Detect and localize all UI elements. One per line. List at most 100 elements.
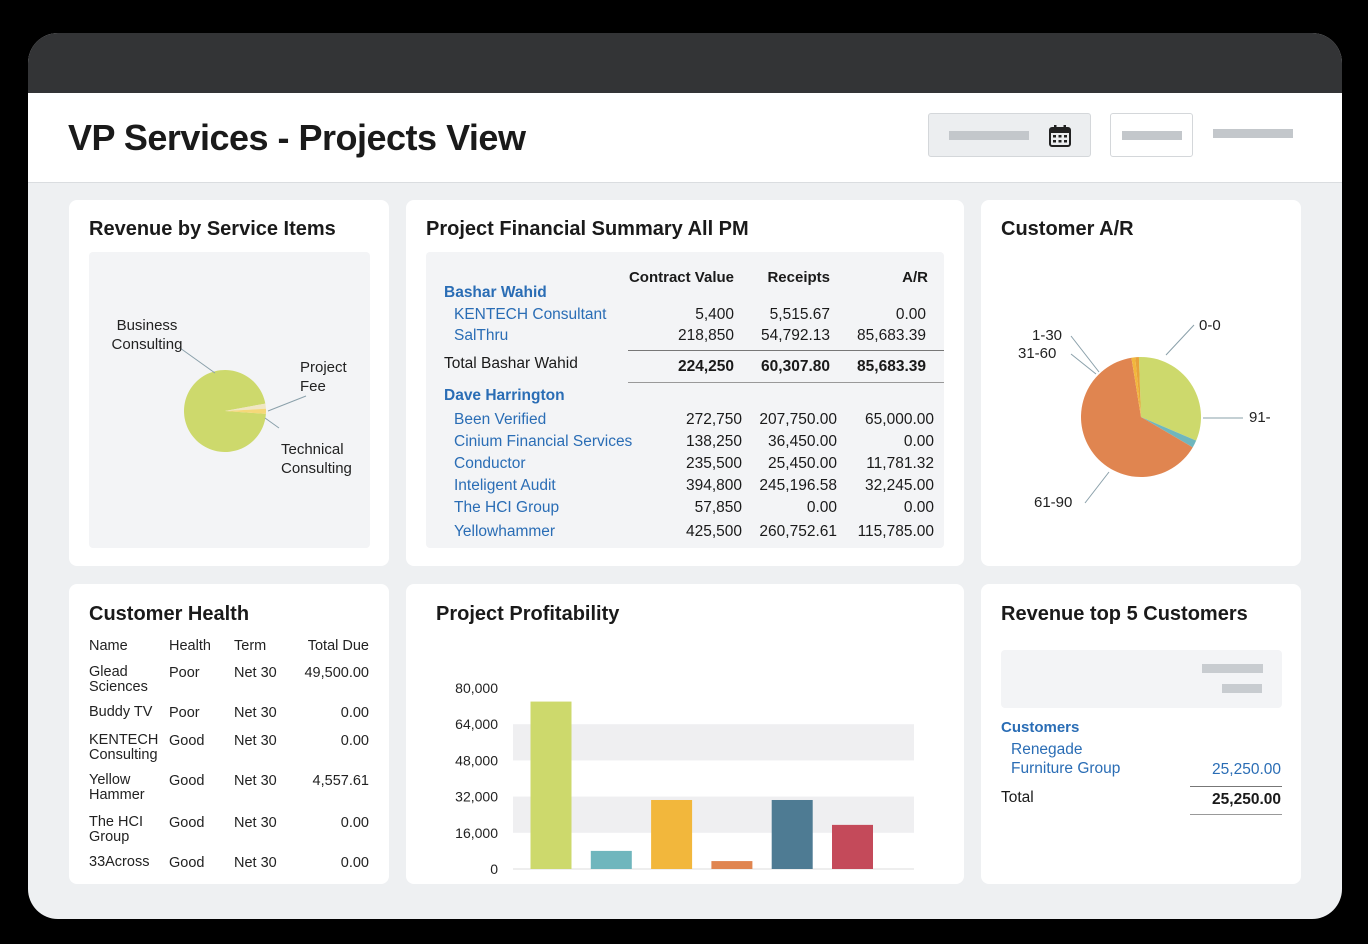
health-cell-term: Net 30 (234, 855, 277, 871)
contract-value: 235,500 (685, 455, 742, 472)
health-cell-health: Good (169, 855, 205, 871)
customer-ar-card: Customer A/R 0-0 1-30 31-60 61-90 91- (981, 200, 1301, 566)
pie-slice-0-0[interactable] (1138, 357, 1201, 441)
pie-slice-project-fee[interactable] (225, 403, 266, 411)
project-link[interactable]: Been Verified (454, 411, 547, 428)
health-cell-due: 0.00 (340, 815, 369, 831)
health-cell-due: 49,500.00 (304, 665, 369, 681)
pie-slice-1-30[interactable] (1135, 357, 1141, 417)
project-link[interactable]: Cinium Financial Services (454, 433, 633, 450)
receipts-value: 245,196.58 (759, 477, 837, 494)
contract-value: 272,750 (685, 411, 742, 428)
ar-value: 0.00 (903, 499, 934, 516)
health-cell-health: Poor (169, 705, 200, 721)
total-value: 25,250.00 (1212, 791, 1281, 808)
col-contract-value: Contract Value (628, 269, 734, 286)
bar-a[interactable] (530, 701, 572, 869)
contract-value: 57,850 (694, 499, 742, 516)
receipts-value: 207,750.00 (759, 411, 837, 428)
health-cell-term: Net 30 (234, 733, 277, 749)
label-31-60: 31-60 (1018, 345, 1057, 362)
bar-f[interactable] (832, 824, 873, 869)
col-health: Health (169, 638, 211, 654)
card-title: Customer A/R (1001, 218, 1134, 240)
health-cell-name: Yellow Hammer (89, 772, 145, 803)
customer-link[interactable]: Renegade Furniture Group (1011, 740, 1120, 778)
project-link[interactable]: Inteligent Audit (454, 477, 556, 494)
bar-b[interactable] (590, 850, 632, 869)
ar-value: 11,781.32 (866, 455, 934, 472)
bar-d[interactable] (711, 861, 753, 869)
placeholder-bar (1222, 684, 1262, 693)
health-cell-due: 0.00 (340, 855, 369, 871)
label-1-30: 1-30 (1032, 327, 1063, 344)
x-tick-label: E (788, 883, 797, 884)
project-link[interactable]: SalThru (454, 327, 509, 344)
total-contract: 224,250 (677, 358, 734, 375)
contract-value: 425,500 (685, 523, 742, 540)
card-title: Project Financial Summary All PM (426, 218, 749, 240)
contract-value: 138,250 (685, 433, 742, 450)
health-cell-name: Buddy TV (89, 704, 153, 720)
contract-value: 394,800 (685, 477, 742, 494)
customer-health-card: Customer Health Name Health Term Total D… (69, 584, 389, 884)
bar-e[interactable] (771, 799, 813, 869)
health-cell-name: 33Across (89, 854, 150, 870)
label-project-fee: Project Fee (300, 359, 347, 395)
contract-value: 5,400 (695, 306, 734, 323)
calendar-icon[interactable] (1047, 123, 1073, 149)
customer-name-line2: Furniture Group (1011, 760, 1121, 777)
ar-pie-chart (1070, 324, 1243, 504)
project-link[interactable]: KENTECH Consultant (454, 306, 607, 323)
health-cell-term: Net 30 (234, 773, 277, 789)
x-tick-label: C (667, 883, 677, 884)
app-window: VP Services - Projects View Revenue by S… (28, 33, 1342, 919)
y-tick-label: 0 (490, 861, 498, 877)
customer-value[interactable]: 25,250.00 (1212, 761, 1281, 778)
health-cell-due: 0.00 (340, 733, 369, 749)
health-cell-term: Net 30 (234, 705, 277, 721)
project-link[interactable]: Yellowhammer (454, 523, 556, 540)
ar-value: 85,683.39 (857, 327, 926, 344)
ar-value: 115,785.00 (857, 523, 934, 540)
card-title: Project Profitability (436, 603, 620, 625)
header-link[interactable] (1213, 129, 1293, 138)
col-name: Name (89, 638, 128, 654)
filter-dropdown[interactable] (1110, 113, 1193, 157)
x-tick-label: A (546, 883, 556, 884)
filter-placeholder (1122, 131, 1182, 140)
col-receipts: Receipts (767, 269, 830, 286)
receipts-value: 36,450.00 (768, 433, 837, 450)
receipts-value: 54,792.13 (761, 327, 830, 344)
label-business-consulting: Business Consulting (111, 317, 183, 353)
date-picker[interactable] (928, 113, 1091, 157)
receipts-value: 260,752.61 (759, 523, 837, 540)
ar-pie (1081, 357, 1201, 477)
customers-heading[interactable]: Customers (1001, 719, 1080, 736)
date-placeholder (949, 131, 1029, 140)
manager-bashar-wahid[interactable]: Bashar Wahid (444, 284, 547, 301)
total-label: Total Bashar Wahid (444, 355, 578, 372)
receipts-value: 0.00 (806, 499, 837, 516)
manager-dave-harrington[interactable]: Dave Harrington (444, 387, 565, 404)
grid-band (513, 724, 914, 761)
label-91: 91- (1249, 409, 1271, 426)
pie-slice-technical-consulting[interactable] (225, 408, 266, 414)
health-cell-health: Poor (169, 665, 200, 681)
card-title: Revenue top 5 Customers (1001, 603, 1248, 625)
health-cell-due: 0.00 (340, 705, 369, 721)
revenue-top5-card: Revenue top 5 Customers Customers Renega… (981, 584, 1301, 884)
customer-name-line1: Renegade (1011, 741, 1083, 758)
pie-slice-91-[interactable] (1141, 417, 1197, 448)
bar-c[interactable] (651, 799, 693, 869)
ar-value: 0.00 (895, 306, 926, 323)
total-label: Total (1001, 789, 1034, 806)
pie-slice-61-90[interactable] (1081, 357, 1193, 477)
health-cell-health: Good (169, 773, 205, 789)
pie-slice-business-consulting[interactable] (183, 370, 266, 453)
project-link[interactable]: The HCI Group (454, 499, 560, 516)
project-link[interactable]: Conductor (454, 455, 526, 472)
col-ar: A/R (902, 269, 928, 286)
project-profitability-card: Project Profitability 0 16,000 32,000 48,00… (406, 584, 964, 884)
pie-slice-31-60[interactable] (1131, 357, 1141, 417)
